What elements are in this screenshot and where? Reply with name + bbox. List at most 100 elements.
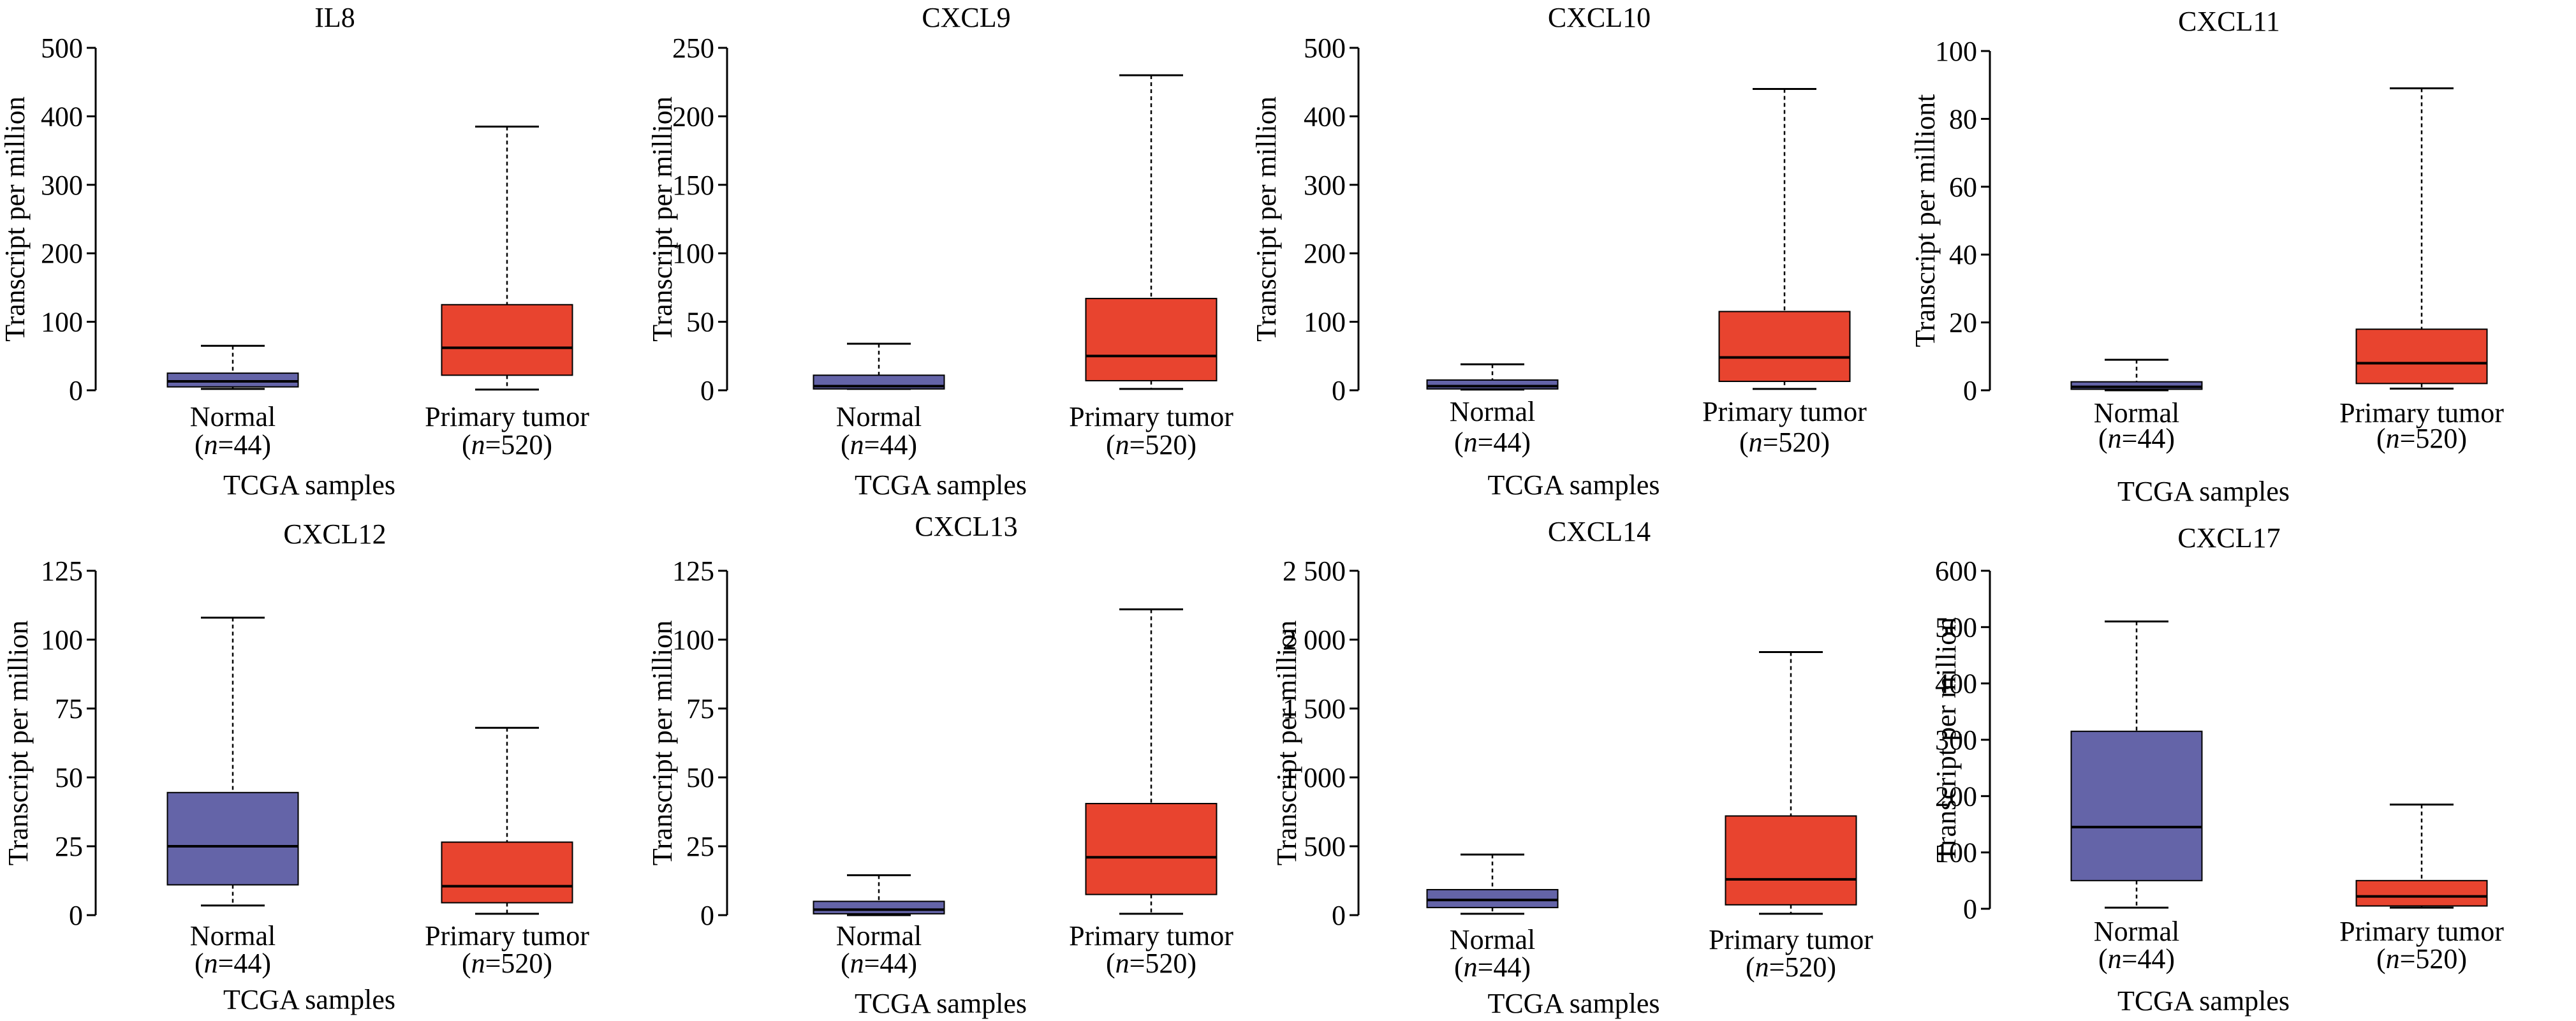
sample-count-label: (n=520) (1746, 951, 1836, 983)
n-rest: =520) (1769, 951, 1836, 983)
chart-panel-cxcl14: CXCL14 0 500 1 000 1 500 2 000 2 500 Transcript… (1271, 516, 1873, 1019)
x-axis-label: TCGA samples (223, 984, 395, 1015)
y-axis-label: Transcript per million (0, 96, 31, 342)
n-rest: =520) (1130, 948, 1196, 979)
y-tick-label: 0 (69, 900, 83, 931)
y-axis-label: Transcript per million (647, 96, 678, 342)
box-normal (1426, 889, 1559, 909)
y-tick-label: 0 (1332, 375, 1346, 406)
n-prefix: ( (462, 948, 471, 979)
chart-panel-cxcl12: CXCL12 0 25 50 75 100 125 Transcript per millio… (3, 518, 589, 1015)
y-tick-label: 300 (41, 170, 83, 201)
n-prefix: ( (841, 948, 850, 979)
n-prefix: ( (1739, 427, 1749, 458)
box-normal (166, 791, 299, 886)
category-label: Normal (836, 920, 922, 951)
n-rest: =520) (485, 948, 552, 979)
n-rest: =44) (218, 948, 271, 979)
x-axis-label: TCGA samples (855, 988, 1027, 1019)
y-tick-label: 100 (41, 307, 83, 338)
y-tick-label: 1 500 (1283, 693, 1346, 724)
n-variable: n (2386, 943, 2400, 974)
y-tick-label: 0 (1963, 375, 1977, 406)
n-prefix: ( (841, 429, 850, 460)
y-tick-label: 100 (1304, 307, 1346, 338)
y-tick-label: 0 (700, 375, 714, 406)
sample-count-label: (n=44) (841, 429, 917, 460)
box-normal (1426, 379, 1559, 390)
y-tick-label: 0 (69, 375, 83, 406)
y-tick-label: 75 (686, 693, 714, 724)
chart-panel-il8: IL8 0 100 200 300 400 500 Transcript per millio… (0, 2, 589, 501)
chart-title: CXCL13 (915, 511, 1017, 542)
n-rest: =520) (2400, 943, 2467, 974)
n-variable: n (2108, 423, 2122, 454)
y-tick-label: 100 (1935, 837, 1977, 869)
y-tick-label: 200 (41, 238, 83, 269)
y-tick-label: 0 (700, 900, 714, 931)
n-variable: n (1115, 429, 1130, 460)
sample-count-label: (n=44) (841, 948, 917, 979)
y-axis-label: Transcript per million (1271, 621, 1302, 866)
y-tick-label: 100 (672, 624, 714, 656)
y-tick-label: 2 000 (1283, 624, 1346, 656)
category-label: Normal (190, 920, 276, 951)
sample-count-label: (n=520) (462, 948, 552, 979)
n-variable: n (1755, 951, 1769, 983)
box-tumor (441, 304, 573, 376)
category-label: Primary tumor (1709, 924, 1873, 955)
n-rest: =44) (2122, 423, 2175, 454)
n-rest: =44) (864, 948, 917, 979)
y-tick-label: 500 (41, 33, 83, 64)
category-label: Primary tumor (2339, 916, 2504, 947)
y-tick-label: 200 (672, 101, 714, 132)
y-axis-label: Transcript per milliont (1910, 94, 1941, 348)
y-tick-label: 20 (1949, 307, 1977, 339)
sample-count-label: (n=44) (2098, 943, 2175, 974)
y-tick-label: 125 (672, 555, 714, 587)
chart-panel-cxcl10: CXCL10 0 100 200 300 400 500 Transcript per mil… (1251, 2, 1867, 501)
x-axis-label: TCGA samples (855, 469, 1027, 501)
category-label: Normal (836, 401, 922, 432)
category-label: Primary tumor (1069, 920, 1233, 951)
y-tick-label: 300 (1304, 170, 1346, 201)
y-axis-label: Transcript per million (3, 621, 34, 866)
y-tick-label: 80 (1949, 103, 1977, 135)
n-variable: n (2108, 943, 2122, 974)
n-rest: =520) (1130, 429, 1196, 460)
n-rest: =44) (1478, 427, 1531, 458)
category-label: Primary tumor (1069, 401, 1233, 432)
y-tick-label: 1 000 (1283, 762, 1346, 793)
n-variable: n (1464, 427, 1478, 458)
n-variable: n (471, 429, 485, 460)
n-prefix: ( (195, 948, 204, 979)
chart-title: CXCL9 (922, 2, 1010, 33)
n-rest: =44) (2122, 943, 2175, 974)
y-tick-label: 600 (1935, 555, 1977, 587)
y-tick-label: 400 (41, 101, 83, 132)
box-tumor (2355, 328, 2488, 385)
sample-count-label: (n=520) (1106, 948, 1196, 979)
chart-panel-cxcl17: CXCL17 0 100 200 300 400 500 600 Transcript per … (1931, 522, 2504, 1017)
n-prefix: ( (1106, 948, 1115, 979)
box-normal (813, 900, 945, 914)
y-tick-label: 0 (1963, 893, 1977, 925)
y-tick-label: 150 (672, 170, 714, 201)
box-normal (2070, 730, 2203, 881)
category-label: Primary tumor (2339, 397, 2504, 429)
n-variable: n (2386, 423, 2400, 454)
box-tumor (2355, 879, 2488, 907)
box-tumor (441, 841, 573, 904)
box-normal (2070, 381, 2203, 390)
chart-title: CXCL11 (2178, 6, 2280, 37)
sample-count-label: (n=44) (1454, 427, 1531, 458)
y-axis-label: Transcript per million (647, 621, 678, 866)
y-tick-label: 100 (1935, 36, 1977, 67)
n-rest: =44) (864, 429, 917, 460)
n-variable: n (204, 948, 218, 979)
category-label: Primary tumor (425, 920, 589, 951)
chart-panel-cxcl13: CXCL13 0 25 50 75 100 125 Transcript per millio… (647, 511, 1233, 1019)
y-tick-label: 500 (1935, 612, 1977, 643)
n-prefix: ( (2376, 943, 2386, 974)
